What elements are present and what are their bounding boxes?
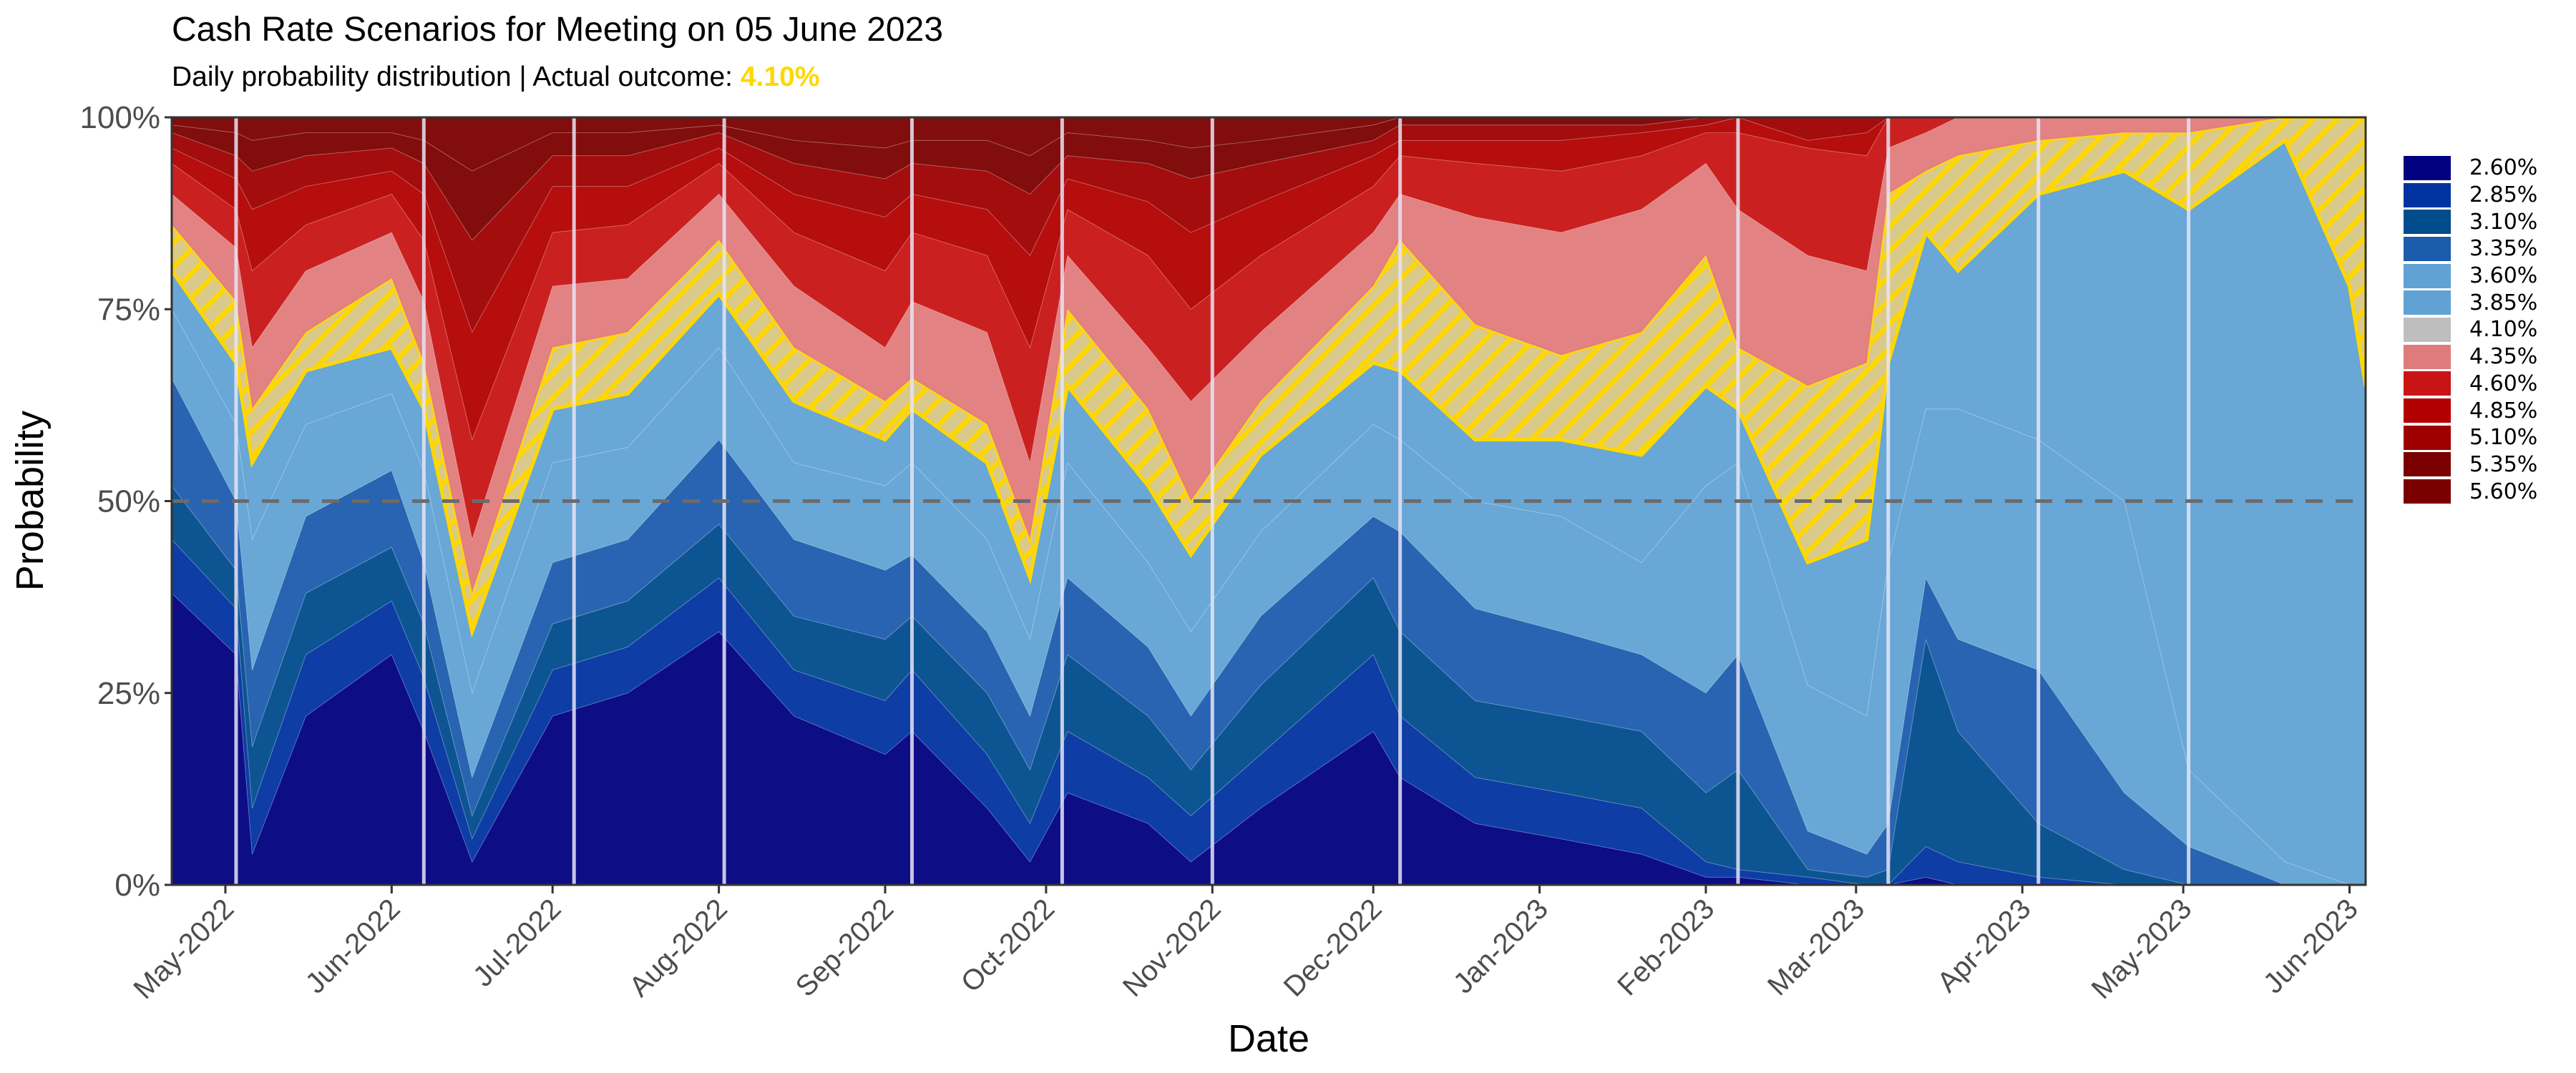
y-tick-label: 100% bbox=[79, 100, 160, 135]
legend-key bbox=[2404, 182, 2451, 207]
y-tick-label: 75% bbox=[97, 292, 160, 327]
chart-title: Cash Rate Scenarios for Meeting on 05 Ju… bbox=[172, 11, 944, 49]
legend-item: 4.85% bbox=[2404, 397, 2537, 424]
x-tick-label: May-2023 bbox=[2086, 893, 2198, 1005]
x-axis-title: Date bbox=[1228, 1017, 1309, 1060]
x-axis: May-2022 Jun-2022 Jul-2022 Aug-2022 Sep-2022… bbox=[127, 885, 2364, 1005]
legend-key bbox=[2404, 155, 2451, 180]
legend-item: 5.10% bbox=[2404, 424, 2537, 451]
legend-item: 4.10% bbox=[2404, 316, 2537, 343]
legend-key bbox=[2404, 371, 2451, 396]
legend-label: 2.85% bbox=[2469, 182, 2538, 208]
y-tick-label: 50% bbox=[97, 484, 160, 519]
x-tick-label: Nov-2022 bbox=[1117, 893, 1227, 1003]
x-tick-label: Oct-2022 bbox=[955, 893, 1060, 998]
legend-item: 2.60% bbox=[2404, 155, 2537, 182]
x-tick-label: Feb-2023 bbox=[1611, 893, 1720, 1001]
legend-label: 5.10% bbox=[2469, 425, 2538, 451]
legend-item: 4.60% bbox=[2404, 371, 2537, 398]
x-tick-label: Apr-2023 bbox=[1931, 893, 2036, 998]
legend-label: 5.35% bbox=[2469, 451, 2538, 477]
area-layers bbox=[172, 117, 2366, 885]
legend-label: 4.10% bbox=[2469, 317, 2538, 343]
x-tick-label: Sep-2022 bbox=[790, 893, 900, 1003]
legend-label: 2.60% bbox=[2469, 155, 2538, 181]
legend-label: 5.60% bbox=[2469, 479, 2538, 504]
legend-key bbox=[2404, 479, 2451, 504]
legend-item: 5.35% bbox=[2404, 451, 2537, 479]
x-tick-label: May-2022 bbox=[127, 893, 240, 1005]
area-series-5-60pct bbox=[172, 117, 2366, 172]
legend-key bbox=[2404, 290, 2451, 315]
legend-label: 4.35% bbox=[2469, 344, 2538, 370]
legend: 2.60% 2.85% 3.10% 3.35% 3.60% 3.85% 4.10% 4.35%… bbox=[2404, 155, 2537, 505]
legend-item: 2.85% bbox=[2404, 182, 2537, 209]
y-tick-label: 0% bbox=[114, 868, 160, 903]
legend-key bbox=[2404, 452, 2451, 477]
x-tick-label: Jun-2023 bbox=[2258, 893, 2364, 999]
legend-key bbox=[2404, 425, 2451, 450]
legend-item: 4.35% bbox=[2404, 343, 2537, 371]
y-axis-title: Probability bbox=[9, 411, 52, 591]
legend-key bbox=[2404, 263, 2451, 288]
x-tick-label: Aug-2022 bbox=[623, 893, 733, 1003]
x-tick-label: Mar-2023 bbox=[1762, 893, 1870, 1001]
legend-item: 3.35% bbox=[2404, 235, 2537, 263]
x-tick-label: Jan-2023 bbox=[1448, 893, 1554, 999]
chart-subtitle: Daily probability distribution | Actual … bbox=[172, 62, 819, 93]
legend-label: 3.35% bbox=[2469, 236, 2538, 262]
subtitle-text: Daily probability distribution | Actual … bbox=[172, 62, 741, 92]
legend-item: 5.60% bbox=[2404, 478, 2537, 505]
x-tick-label: Dec-2022 bbox=[1278, 893, 1388, 1003]
legend-item: 3.85% bbox=[2404, 289, 2537, 316]
legend-key bbox=[2404, 344, 2451, 369]
legend-label: 3.60% bbox=[2469, 263, 2538, 289]
x-tick-label: Jul-2022 bbox=[467, 893, 567, 993]
y-tick-label: 25% bbox=[97, 676, 160, 711]
y-axis: 0% 25% 50% 75% 100% bbox=[79, 100, 172, 903]
legend-item: 3.10% bbox=[2404, 208, 2537, 235]
legend-key bbox=[2404, 210, 2451, 235]
area-series-4-35pct bbox=[172, 117, 2366, 595]
actual-outcome-value: 4.10% bbox=[740, 62, 820, 92]
legend-label: 4.85% bbox=[2469, 398, 2538, 423]
legend-key bbox=[2404, 398, 2451, 423]
legend-label: 3.85% bbox=[2469, 290, 2538, 315]
legend-key bbox=[2404, 317, 2451, 342]
legend-item: 3.60% bbox=[2404, 263, 2537, 290]
x-tick-label: Jun-2022 bbox=[300, 893, 406, 999]
legend-key bbox=[2404, 236, 2451, 261]
legend-label: 3.10% bbox=[2469, 209, 2538, 235]
legend-label: 4.60% bbox=[2469, 371, 2538, 396]
